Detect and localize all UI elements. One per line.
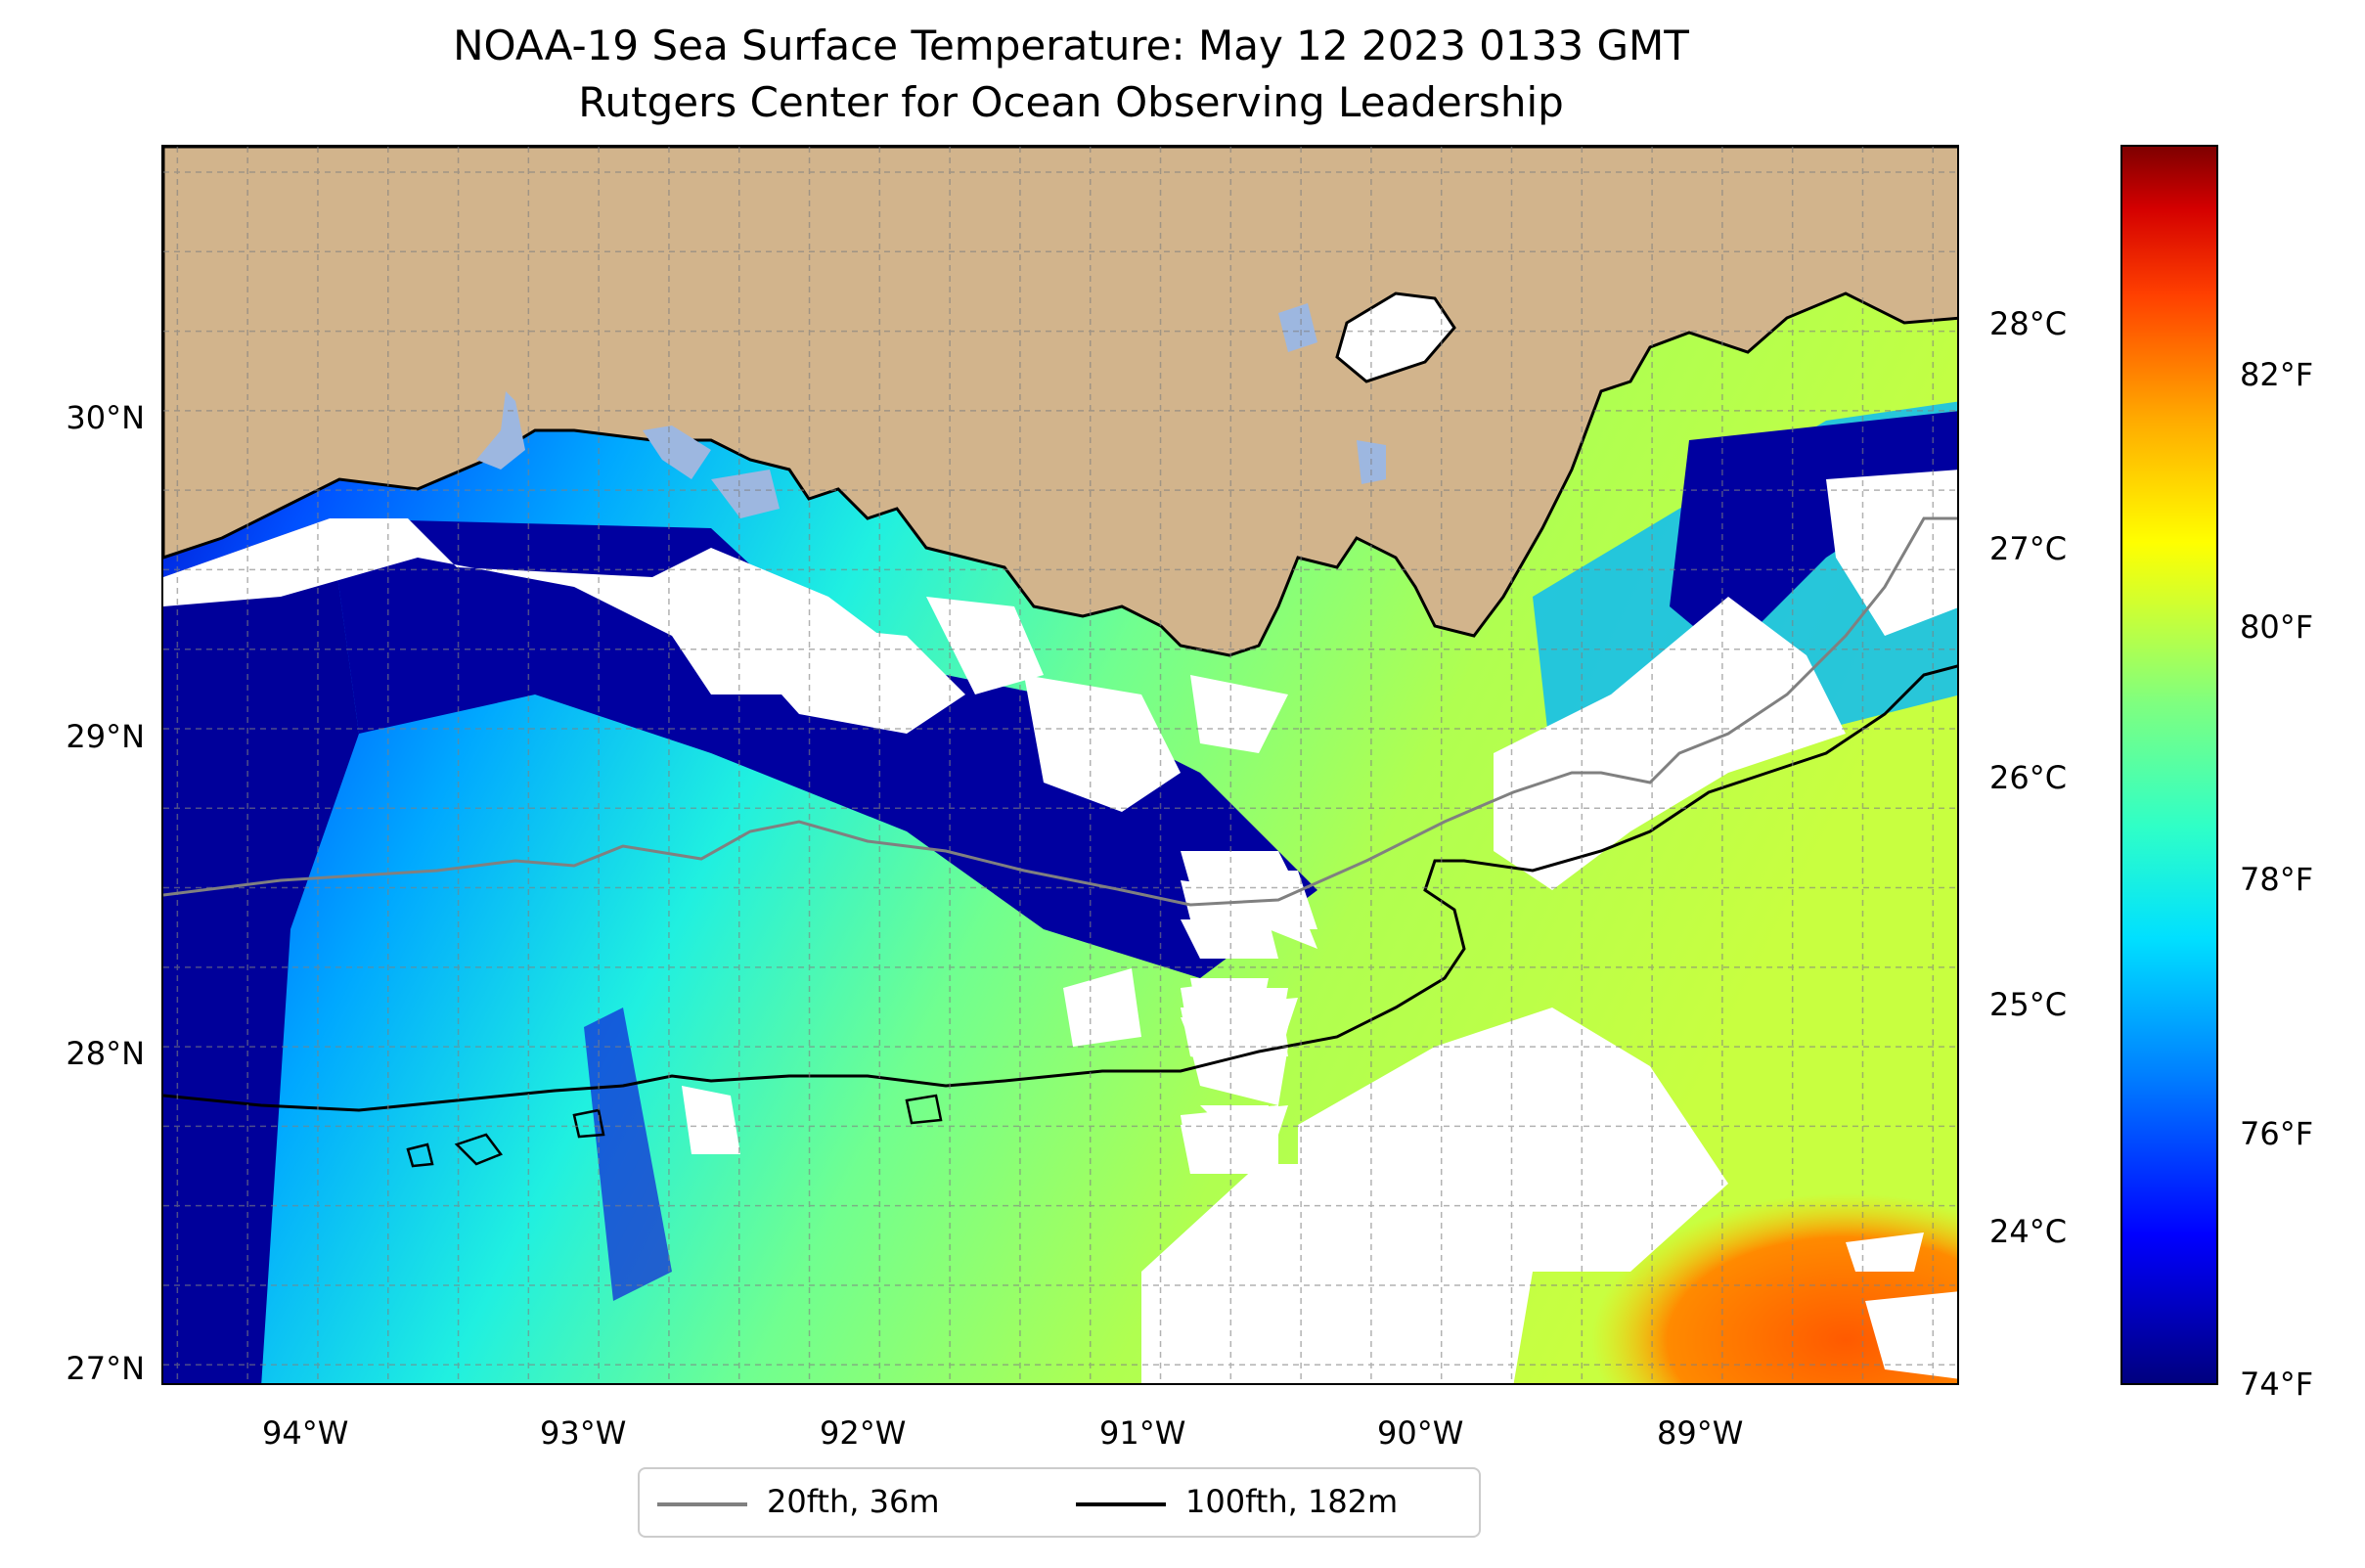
lat-tick-27n: 27°N xyxy=(66,1350,145,1387)
lon-tick-89w: 89°W xyxy=(1657,1414,1744,1452)
map-subtitle: Rutgers Center for Ocean Observing Leade… xyxy=(578,78,1564,126)
legend-swatch-100fth xyxy=(1076,1502,1166,1506)
colorbar-tick-27c: 27°C xyxy=(1989,530,2068,567)
lon-tick-91w: 91°W xyxy=(1099,1414,1186,1452)
lon-tick-92w: 92°W xyxy=(820,1414,907,1452)
lake-pontchartrain xyxy=(1335,291,1456,383)
cold-water-ne xyxy=(1670,411,1957,655)
land-gulf-coast xyxy=(163,147,1957,657)
colorbar-tick-25c: 25°C xyxy=(1989,986,2068,1023)
lon-tick-94w: 94°W xyxy=(262,1414,349,1452)
colorbar-tick-28c: 28°C xyxy=(1989,305,2068,342)
map-title: NOAA-19 Sea Surface Temperature: May 12 … xyxy=(453,22,1689,69)
cold-streak xyxy=(584,1008,672,1301)
lon-tick-90w: 90°W xyxy=(1377,1414,1464,1452)
sst-colorbar xyxy=(2120,145,2218,1385)
colorbar-tick-82f: 82°F xyxy=(2240,356,2314,393)
no-data-clouds xyxy=(163,470,1957,1383)
isobath-100fth xyxy=(163,664,1957,1112)
lat-tick-29n: 29°N xyxy=(66,718,145,755)
sst-map[interactable] xyxy=(161,145,1959,1385)
isobath-legend: 20fth, 36m 100fth, 182m xyxy=(638,1467,1481,1538)
lat-tick-28n: 28°N xyxy=(66,1035,145,1072)
legend-label-20fth: 20fth, 36m xyxy=(767,1483,940,1520)
colorbar-tick-80f: 80°F xyxy=(2240,608,2314,646)
lon-tick-93w: 93°W xyxy=(540,1414,627,1452)
reef-banks xyxy=(406,1094,943,1168)
colorbar-tick-74f: 74°F xyxy=(2240,1366,2314,1403)
isobath-20fth xyxy=(163,516,1957,907)
colorbar-tick-24c: 24°C xyxy=(1989,1213,2068,1250)
colorbar-tick-78f: 78°F xyxy=(2240,861,2314,898)
cold-water-nearshore xyxy=(330,518,1317,978)
lat-tick-30n: 30°N xyxy=(66,399,145,436)
legend-label-100fth: 100fth, 182m xyxy=(1185,1483,1399,1520)
cold-water-west xyxy=(163,518,359,1383)
colorbar-tick-26c: 26°C xyxy=(1989,759,2068,796)
map-gridlines xyxy=(163,147,1957,1383)
legend-swatch-20fth xyxy=(657,1502,747,1506)
colorbar-tick-76f: 76°F xyxy=(2240,1115,2314,1152)
sst-map-canvas xyxy=(163,147,1957,1383)
